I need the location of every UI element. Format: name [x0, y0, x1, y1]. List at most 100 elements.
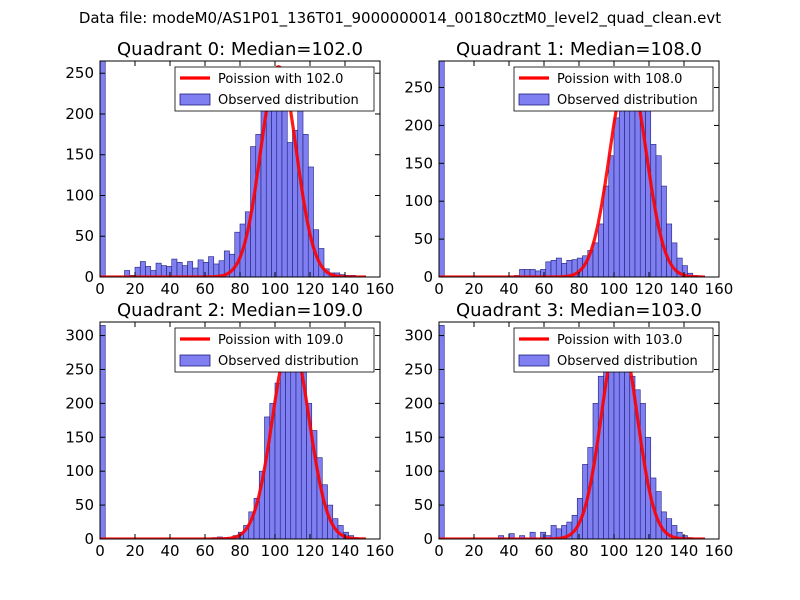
histogram-bar [624, 94, 631, 277]
histogram-bar [592, 242, 599, 277]
chart-panel-0: Quadrant 0: Median=102.0 0 20 40 60 80 100 120 1… [65, 39, 394, 298]
y-tick-label: 0 [84, 530, 94, 548]
x-tick-label: 80 [569, 280, 588, 298]
x-tick-label: 120 [296, 280, 325, 298]
histogram-bar [100, 61, 106, 277]
histogram-bar [545, 261, 552, 277]
y-tick-label: 250 [404, 79, 433, 97]
histogram-bar [666, 223, 673, 277]
legend: Poission with 108.0 Observed distribution [513, 66, 714, 112]
histogram-bar [124, 270, 131, 277]
legend: Poission with 102.0 Observed distribution [174, 66, 375, 112]
poisson-curve [100, 337, 367, 539]
poisson-curve [439, 69, 706, 277]
y-tick-label: 200 [404, 116, 433, 134]
panel-title: Quadrant 0: Median=102.0 [117, 39, 363, 60]
histogram-bar [276, 93, 283, 277]
histogram-bar [603, 185, 610, 277]
legend-curve-label: Poission with 103.0 [557, 333, 682, 348]
histogram-bar [281, 104, 288, 277]
figure-title: Data file: modeM0/AS1P01_136T01_90000000… [79, 9, 721, 28]
x-tick-label: 60 [534, 542, 553, 560]
x-tick-label: 40 [499, 280, 518, 298]
x-tick-label: 120 [296, 542, 325, 560]
panel-title: Quadrant 2: Median=109.0 [117, 300, 363, 321]
x-tick-label: 40 [160, 280, 179, 298]
histogram-bar [439, 61, 445, 277]
histogram-bar [555, 257, 562, 277]
histogram-bar [439, 325, 445, 539]
x-tick-label: 140 [670, 280, 699, 298]
histogram-bar [279, 362, 286, 539]
histogram-bar [285, 348, 292, 539]
y-tick-label: 150 [65, 428, 94, 446]
y-tick-label: 300 [404, 327, 433, 345]
histogram-bar [171, 258, 178, 277]
x-tick-label: 0 [434, 280, 444, 298]
y-tick-label: 150 [404, 428, 433, 446]
y-tick-label: 200 [65, 105, 94, 123]
x-tick-label: 60 [195, 280, 214, 298]
y-tick-label: 50 [75, 227, 94, 245]
poisson-curve [439, 330, 706, 539]
y-tick-label: 0 [84, 268, 94, 286]
legend-bars-swatch [518, 354, 550, 367]
panel-title: Quadrant 1: Median=108.0 [456, 39, 702, 60]
x-tick-label: 0 [95, 542, 105, 560]
y-tick-label: 50 [414, 496, 433, 514]
histogram-bar [550, 525, 557, 539]
legend-bars-label: Observed distribution [218, 93, 359, 108]
x-tick-label: 80 [230, 542, 249, 560]
x-tick-label: 80 [230, 280, 249, 298]
legend-bars-swatch [518, 93, 550, 106]
x-tick-label: 20 [464, 280, 483, 298]
histogram-bar [181, 265, 188, 277]
x-tick-label: 20 [125, 542, 144, 560]
histogram-bar [613, 355, 620, 539]
histogram-bar [286, 142, 293, 277]
x-tick-label: 160 [366, 542, 395, 560]
histogram-bar [645, 102, 652, 277]
y-tick-label: 50 [414, 230, 433, 248]
histogram-bar [618, 106, 625, 277]
x-tick-label: 120 [635, 542, 664, 560]
x-tick-label: 0 [434, 542, 444, 560]
histogram-bar [660, 185, 667, 277]
histogram-bar [629, 87, 636, 277]
histogram-bars [439, 61, 699, 277]
x-tick-label: 100 [261, 280, 290, 298]
y-tick-label: 100 [404, 462, 433, 480]
histogram-bar [597, 223, 604, 277]
x-tick-label: 0 [95, 280, 105, 298]
histogram-bar [550, 260, 557, 277]
histogram-bar [608, 369, 615, 539]
y-tick-label: 250 [404, 360, 433, 378]
y-tick-label: 150 [404, 154, 433, 172]
y-tick-label: 250 [65, 360, 94, 378]
y-tick-label: 150 [65, 146, 94, 164]
panels: Quadrant 0: Median=102.0 0 20 40 60 80 100 120 1… [65, 39, 733, 560]
y-tick-label: 100 [404, 192, 433, 210]
x-tick-label: 20 [125, 280, 144, 298]
y-tick-label: 200 [404, 394, 433, 412]
panel-title: Quadrant 3: Median=103.0 [456, 300, 702, 321]
histogram-bar [155, 262, 162, 277]
y-tick-label: 100 [65, 186, 94, 204]
y-tick-label: 0 [423, 268, 433, 286]
histogram-bar [681, 265, 688, 277]
legend-curve-label: Poission with 109.0 [218, 333, 343, 348]
x-tick-label: 160 [366, 280, 395, 298]
x-tick-label: 60 [534, 280, 553, 298]
x-tick-label: 40 [499, 542, 518, 560]
x-tick-label: 80 [569, 542, 588, 560]
y-tick-label: 50 [75, 496, 94, 514]
legend-bars-swatch [179, 93, 211, 106]
x-tick-label: 140 [331, 542, 360, 560]
histogram-bar [613, 117, 620, 277]
histogram-bar [624, 345, 631, 539]
chart-panel-2: Quadrant 2: Median=109.0 0 20 40 60 80 100 120 1… [65, 300, 394, 560]
legend-bars-swatch [179, 354, 211, 367]
x-tick-label: 60 [195, 542, 214, 560]
y-tick-label: 100 [65, 462, 94, 480]
y-tick-label: 250 [65, 64, 94, 82]
